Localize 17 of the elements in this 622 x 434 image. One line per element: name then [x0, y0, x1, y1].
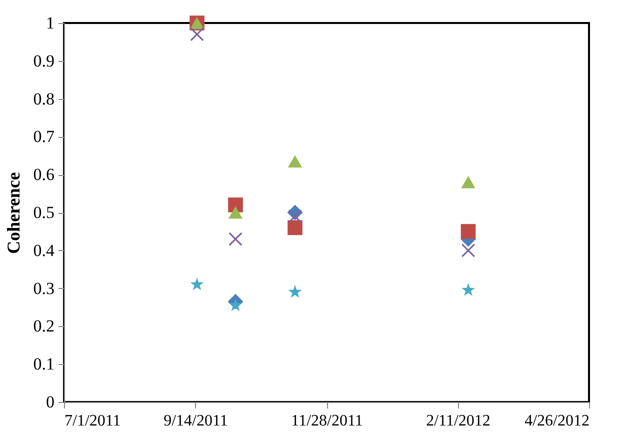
y-tick-label: 0.9: [33, 51, 54, 70]
y-tick-label: 0.5: [33, 203, 54, 222]
x-tick-label: 11/28/2011: [291, 412, 363, 430]
y-tick-label: 0.3: [33, 278, 54, 298]
y-tick-label: 0.1: [33, 354, 54, 374]
y-axis-title: Coherence: [3, 172, 24, 254]
y-tick-label: 0: [46, 392, 54, 412]
x-tick-label: 7/1/2011: [64, 412, 121, 430]
y-tick-label: 1: [46, 14, 54, 32]
y-tick-label: 0.8: [33, 89, 54, 108]
y-tick-label: 0.2: [33, 316, 54, 336]
y-tick-label: 0.6: [33, 165, 54, 184]
y-tick-label: 0.4: [33, 240, 55, 260]
y-tick-label: 0.7: [33, 127, 55, 146]
x-tick-label: 9/14/2011: [164, 412, 228, 430]
x-tick-label: 4/26/2012: [524, 412, 590, 430]
x-tick-label: 2/11/2012: [426, 412, 490, 430]
